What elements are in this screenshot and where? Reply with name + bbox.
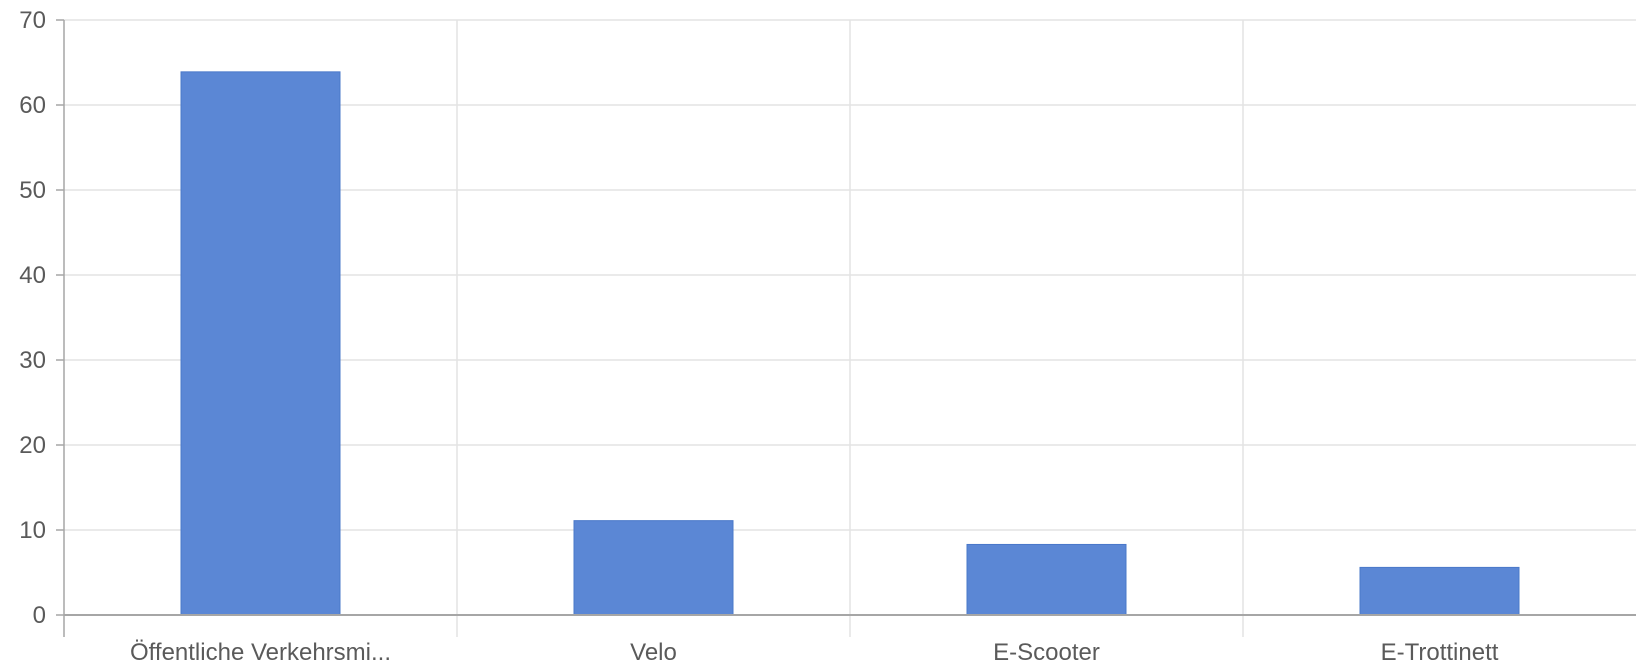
bar[interactable] xyxy=(966,543,1127,616)
axes-layer xyxy=(56,19,1636,637)
y-tick-label: 30 xyxy=(19,347,46,374)
x-category-label: Öffentliche Verkehrsmi... xyxy=(130,639,391,666)
bar[interactable] xyxy=(1359,566,1520,616)
y-tick-label: 0 xyxy=(33,602,46,629)
y-tick-label: 60 xyxy=(19,92,46,119)
y-tick-label: 70 xyxy=(19,7,46,34)
labels-layer: 0 10 20 30 40 50 60 70 Öffentliche Verkehrsmi...… xyxy=(19,7,1498,666)
x-category-label: E-Trottinett xyxy=(1381,639,1499,666)
x-category-label: Velo xyxy=(630,639,677,666)
bar[interactable] xyxy=(573,520,734,616)
y-tick-label: 20 xyxy=(19,432,46,459)
y-tick-label: 50 xyxy=(19,177,46,204)
bar[interactable] xyxy=(180,71,341,616)
y-tick-label: 10 xyxy=(19,517,46,544)
y-tick-label: 40 xyxy=(19,262,46,289)
x-category-label: E-Scooter xyxy=(993,639,1100,666)
